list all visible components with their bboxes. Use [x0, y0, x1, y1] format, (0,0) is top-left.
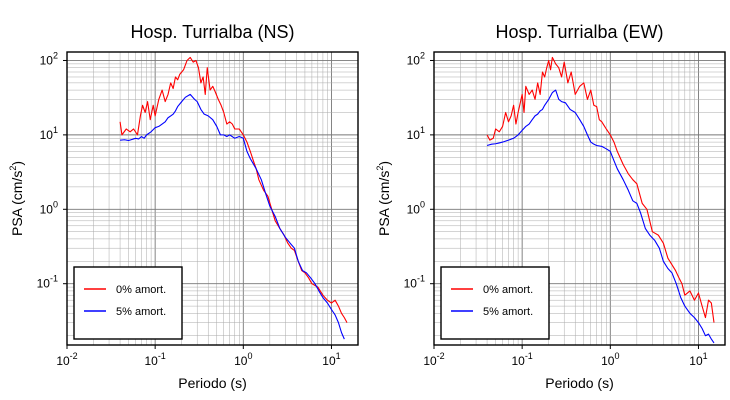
series-line-undamped	[486, 56, 715, 323]
chart-panel-ns: 10-2 10-1 100 101 10-1 100 101 102 Hosp. Turrial…	[8, 22, 359, 391]
y-tick-label: 102	[40, 50, 58, 67]
series-line-damped	[486, 89, 715, 344]
x-tick-label: 100	[601, 351, 619, 368]
psa-chart-ew: 10-2 10-1 100 101 10-1 100 101 102 Hosp. Turrial…	[375, 22, 726, 391]
x-tick-label: 10-2	[56, 351, 77, 368]
x-tick-label: 10-2	[423, 351, 444, 368]
legend-label: 0% amort.	[483, 284, 533, 296]
series-line-damped	[120, 93, 345, 340]
x-tick-label: 100	[234, 351, 252, 368]
y-tick-label: 100	[40, 199, 58, 216]
y-tick-label: 100	[407, 199, 425, 216]
plot-frame	[433, 51, 726, 346]
y-axis-label: PSA (cm/s2)	[8, 161, 25, 236]
legend: 0% amort. 5% amort.	[73, 266, 183, 340]
chart-title: Hosp. Turrialba (EW)	[495, 22, 663, 42]
x-tick-label: 10-1	[511, 351, 532, 368]
x-tick-label: 101	[689, 351, 707, 368]
legend-box	[440, 266, 550, 340]
chart-panel-ew: 10-2 10-1 100 101 10-1 100 101 102 Hosp. Turrial…	[367, 0, 730, 400]
legend: 0% amort. 5% amort.	[440, 266, 550, 340]
y-tick-label: 101	[407, 125, 425, 142]
grid	[434, 52, 725, 345]
y-tick-label: 10-1	[37, 274, 58, 291]
legend-label: 5% amort.	[116, 306, 166, 318]
legend-label: 5% amort.	[483, 306, 533, 318]
y-tick-label: 102	[407, 50, 425, 67]
x-axis-label: Periodo (s)	[178, 375, 246, 391]
chart-title: Hosp. Turrialba (NS)	[130, 22, 294, 42]
legend-label: 0% amort.	[116, 284, 166, 296]
y-tick-label: 101	[40, 125, 58, 142]
x-tick-label: 101	[322, 351, 340, 368]
x-axis-label: Periodo (s)	[545, 375, 613, 391]
psa-chart-ns: 10-2 10-1 100 101 10-1 100 101 102 Hosp. Turrial…	[8, 22, 359, 391]
legend-box	[73, 266, 183, 340]
x-tick-label: 10-1	[144, 351, 165, 368]
plot-frame	[66, 51, 359, 346]
y-axis-label: PSA (cm/s2)	[375, 161, 392, 236]
grid	[67, 52, 358, 345]
y-tick-label: 10-1	[404, 274, 425, 291]
